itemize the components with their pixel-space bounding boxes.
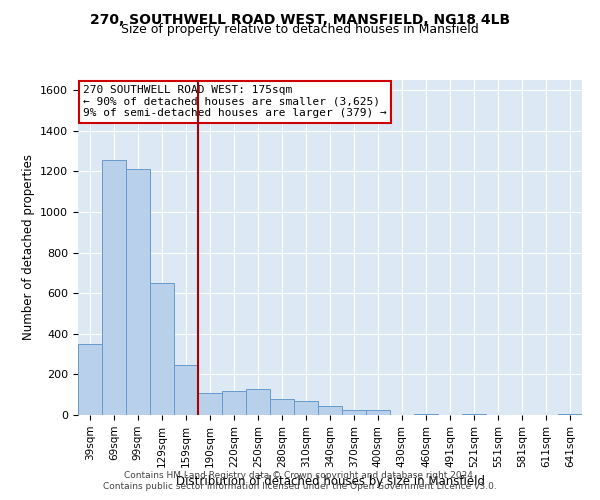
Text: 270 SOUTHWELL ROAD WEST: 175sqm
← 90% of detached houses are smaller (3,625)
9% : 270 SOUTHWELL ROAD WEST: 175sqm ← 90% of… <box>83 85 387 118</box>
Bar <box>558 414 582 415</box>
Bar <box>78 344 102 415</box>
X-axis label: Distribution of detached houses by size in Mansfield: Distribution of detached houses by size … <box>176 475 485 488</box>
Text: Contains HM Land Registry data © Crown copyright and database right 2024.: Contains HM Land Registry data © Crown c… <box>124 471 476 480</box>
Bar <box>414 414 439 415</box>
Bar <box>126 170 150 415</box>
Bar <box>318 406 342 415</box>
Bar <box>270 399 294 415</box>
Y-axis label: Number of detached properties: Number of detached properties <box>22 154 35 340</box>
Bar <box>463 414 487 415</box>
Bar <box>246 388 270 415</box>
Bar <box>173 366 197 415</box>
Bar <box>294 401 318 415</box>
Bar <box>150 283 173 415</box>
Text: Size of property relative to detached houses in Mansfield: Size of property relative to detached ho… <box>121 22 479 36</box>
Bar <box>223 390 246 415</box>
Bar <box>366 410 390 415</box>
Bar <box>102 160 126 415</box>
Bar <box>197 392 223 415</box>
Text: 270, SOUTHWELL ROAD WEST, MANSFIELD, NG18 4LB: 270, SOUTHWELL ROAD WEST, MANSFIELD, NG1… <box>90 12 510 26</box>
Text: Contains public sector information licensed under the Open Government Licence v3: Contains public sector information licen… <box>103 482 497 491</box>
Bar <box>342 410 366 415</box>
